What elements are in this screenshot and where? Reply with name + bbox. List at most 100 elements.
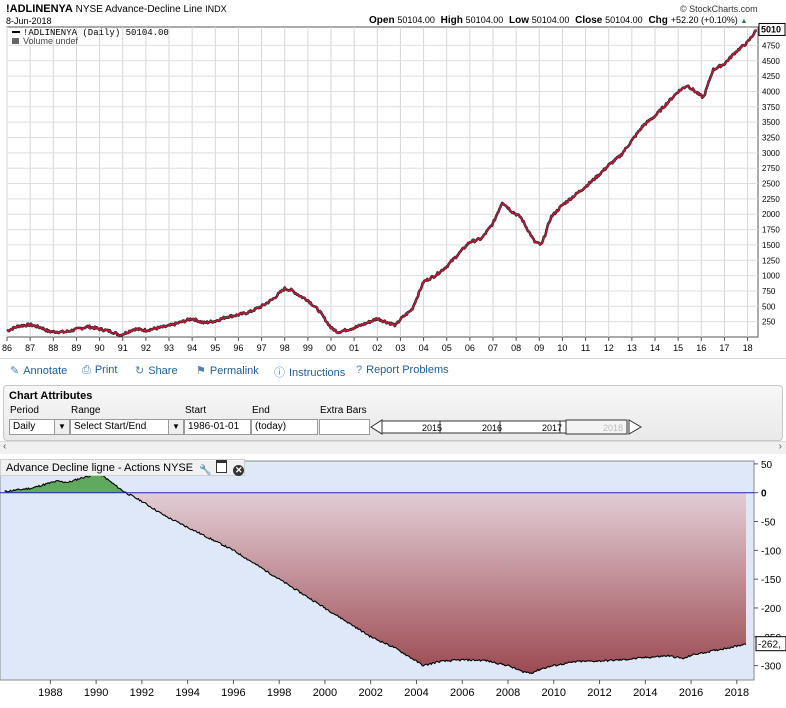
y-tick-label: 4000 [762, 87, 780, 96]
x-tick-label: 18 [743, 343, 753, 353]
scroll-left-icon[interactable]: ‹ [3, 441, 7, 452]
annotate-label: Annotate [23, 365, 68, 377]
y-tick-label: 3000 [762, 149, 780, 158]
period-label: Period [10, 405, 39, 416]
share-icon: ↻ [135, 365, 145, 377]
print-link[interactable]: ⎙ Print [82, 364, 117, 377]
printer-icon: ⎙ [82, 364, 91, 376]
y-tick-label: 1500 [762, 241, 780, 250]
chart-date: 8-Jun-2018 [6, 16, 52, 26]
x-tick-label: 01 [349, 343, 359, 353]
ad-line [4, 472, 747, 675]
x-tick-label: 15 [673, 343, 683, 353]
exchange: INDX [205, 4, 227, 14]
chg-label: Chg [648, 15, 668, 26]
x-tick-label: 2002 [358, 687, 382, 699]
range-value: Select Start/End [74, 421, 147, 432]
last-value-label: -262, [758, 640, 781, 651]
instructions-label: Instructions [289, 367, 346, 379]
extra-bars-label: Extra Bars [320, 405, 367, 416]
start-label: Start [185, 405, 207, 416]
x-tick-label: 88 [48, 343, 58, 353]
start-date-input[interactable]: 1986-01-01 [184, 419, 251, 435]
info-icon: ⓘ [274, 367, 285, 379]
chart-toolbar: ✎ Annotate ⎙ Print ↻ Share ⚑ Permalink ⓘ Inst… [0, 358, 786, 381]
range-label: Range [71, 405, 101, 416]
last-value-label: 5010 [761, 24, 781, 34]
x-tick-label: 2012 [587, 687, 611, 699]
x-tick-label: 06 [465, 343, 475, 353]
advance-decline-chart: 500-50-100-150-200-250-30019881990199219… [0, 460, 786, 699]
slider-left-arrow-icon[interactable] [370, 419, 383, 435]
scroll-right-icon[interactable]: › [778, 441, 782, 452]
end-label: End [252, 405, 270, 416]
bookmark-icon: ⚑ [196, 365, 206, 377]
y-tick-label: 1000 [762, 272, 780, 281]
x-tick-label: 90 [95, 343, 105, 353]
x-tick-label: 95 [210, 343, 220, 353]
x-tick-label: 99 [303, 343, 313, 353]
report-problems-link[interactable]: ? Report Problems [356, 364, 449, 376]
close-icon[interactable]: ✕ [233, 465, 245, 476]
x-tick-label: 09 [534, 343, 544, 353]
high-label: High [440, 15, 463, 26]
maximize-icon[interactable] [216, 460, 228, 473]
instructions-link[interactable]: ⓘ Instructions [274, 364, 345, 380]
extra-bars-input[interactable] [319, 419, 370, 435]
y-tick-label: 2000 [762, 210, 780, 219]
last-value-box [758, 22, 786, 36]
high-value: 50104.00 [465, 15, 504, 25]
permalink-link[interactable]: ⚑ Permalink [196, 364, 259, 377]
lower-panel-title-bar: Advance Decline ligne - Actions NYSE 🔧 ✕ [0, 459, 245, 476]
x-tick-label: 11 [581, 343, 590, 353]
range-select[interactable]: Select Start/End ▼ [70, 419, 184, 435]
symbol-name: NYSE Advance-Decline Line [75, 4, 203, 15]
y-tick-label: 4500 [762, 57, 780, 66]
legend-volume-label: Volume undef [23, 36, 79, 46]
y-tick-label: 50 [761, 460, 773, 471]
negative-area [4, 492, 746, 674]
permalink-label: Permalink [209, 365, 259, 377]
y-tick-label: 3250 [762, 133, 780, 142]
x-tick-label: 1998 [267, 687, 291, 699]
close-label: Close [575, 15, 603, 26]
x-tick-label: 02 [372, 343, 382, 353]
print-label: Print [94, 364, 118, 376]
y-tick-label: -100 [761, 546, 781, 557]
period-select[interactable]: Daily ▼ [9, 419, 70, 435]
wrench-icon[interactable]: 🔧 [199, 465, 212, 476]
main-price-chart: 86 87 88 89 90 91 92 93 94 95 96 97 98 99 00 01 02 03 04 05… [2, 22, 786, 353]
slider-year-2016: 2016 [482, 423, 502, 433]
slider-year-2018: 2018 [603, 423, 623, 433]
y-tick-label: 2750 [762, 164, 780, 173]
chart-header: !ADLINENYA NYSE Advance-Decline Line IND… [6, 3, 227, 15]
x-tick-label: 94 [187, 343, 197, 353]
annotate-link[interactable]: ✎ Annotate [10, 364, 67, 377]
end-date-input[interactable]: (today) [251, 419, 318, 435]
low-label: Low [509, 15, 529, 26]
symbol: !ADLINENYA [6, 3, 73, 15]
y-tick-label: 500 [762, 302, 776, 311]
chevron-down-icon: ▼ [54, 420, 69, 434]
y-tick-label: 1250 [762, 256, 780, 265]
slider-year-2017: 2017 [542, 423, 562, 433]
x-tick-label: 2014 [633, 687, 657, 699]
x-tick-label: 12 [604, 343, 614, 353]
x-tick-label: 10 [557, 343, 567, 353]
horizontal-scrollbar[interactable]: ‹ › [0, 441, 786, 454]
x-tick-label: 08 [511, 343, 521, 353]
up-arrow-icon: ▲ [740, 18, 748, 25]
x-tick-label: 1988 [38, 687, 62, 699]
slider-right-arrow-icon[interactable] [628, 419, 642, 435]
x-tick-label: 91 [118, 343, 128, 353]
x-tick-label: 2006 [450, 687, 474, 699]
x-tick-label: 04 [419, 343, 429, 353]
share-link[interactable]: ↻ Share [135, 364, 178, 377]
positive-area [4, 473, 127, 493]
help-icon: ? [356, 364, 363, 376]
x-tick-label: 98 [280, 343, 290, 353]
x-tick-label: 1996 [221, 687, 245, 699]
x-tick-label: 1994 [175, 687, 199, 699]
y-tick-label: 4750 [762, 41, 780, 50]
date-range-slider[interactable]: 2015 2016 2017 2018 [370, 419, 642, 435]
